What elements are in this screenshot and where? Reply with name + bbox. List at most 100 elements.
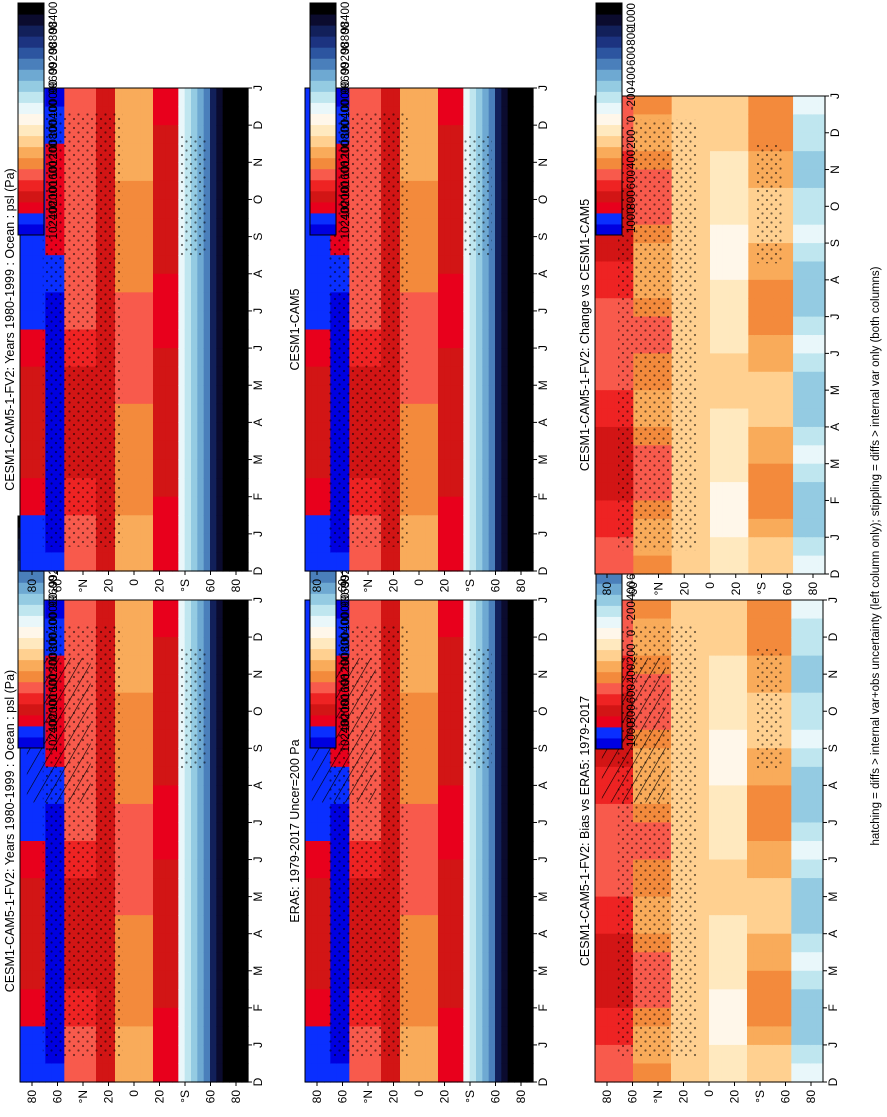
- heatmap-cell: [153, 274, 160, 293]
- heatmap-cell: [438, 952, 445, 971]
- heatmap-cell: [223, 88, 230, 107]
- heatmap-cell: [791, 841, 798, 860]
- heatmap-cell: [185, 107, 192, 126]
- heatmap-cell: [766, 860, 773, 879]
- heatmap-cell: [495, 674, 502, 693]
- heatmap-cell: [210, 348, 217, 367]
- heatmap-cell: [419, 404, 426, 423]
- heatmap-cell: [147, 497, 154, 516]
- heatmap-cell: [197, 348, 204, 367]
- heatmap-cell: [722, 952, 729, 971]
- heatmap-cell: [26, 515, 33, 534]
- heatmap-cell: [235, 711, 242, 730]
- heatmap-cell: [318, 348, 325, 367]
- heatmap-cell: [495, 915, 502, 934]
- y-tick-label: 60: [51, 579, 65, 593]
- heatmap-cell: [501, 1063, 508, 1082]
- heatmap-cell: [741, 841, 748, 860]
- heatmap-cell: [210, 934, 217, 953]
- heatmap-cell: [520, 785, 527, 804]
- heatmap-cell: [753, 841, 760, 860]
- heatmap-cell: [153, 619, 160, 638]
- heatmap-cell: [216, 674, 223, 693]
- heatmap-cell: [229, 804, 236, 823]
- heatmap-cell: [470, 404, 477, 423]
- heatmap-cell: [741, 934, 748, 953]
- heatmap-cell: [476, 422, 483, 441]
- heatmap-cell: [501, 441, 508, 460]
- heatmap-cell: [520, 292, 527, 311]
- heatmap-cell: [235, 460, 242, 479]
- heatmap-cell: [457, 311, 464, 330]
- heatmap-cell: [451, 367, 458, 386]
- heatmap-cell: [172, 422, 179, 441]
- heatmap-cell: [438, 125, 445, 144]
- heatmap-cell: [804, 656, 811, 675]
- heatmap-cell: [703, 971, 710, 990]
- heatmap-cell: [495, 385, 502, 404]
- heatmap-cell: [172, 237, 179, 256]
- heatmap-cell: [728, 952, 735, 971]
- heatmap-cell: [457, 934, 464, 953]
- heatmap-cell: [432, 952, 439, 971]
- heatmap-cell: [608, 1063, 615, 1082]
- heatmap-cell: [785, 804, 792, 823]
- heatmap-cell: [514, 144, 521, 163]
- heatmap-cell: [520, 711, 527, 730]
- heatmap-cell: [318, 292, 325, 311]
- heatmap-cell: [128, 125, 135, 144]
- heatmap-cell: [159, 860, 166, 879]
- heatmap-cell: [147, 637, 154, 656]
- heatmap-cell: [159, 534, 166, 553]
- heatmap-cell: [425, 1063, 432, 1082]
- heatmap-cell: [305, 1026, 312, 1045]
- heatmap-cell: [20, 767, 27, 786]
- x-tick-label: A: [251, 781, 265, 789]
- heatmap-cell: [520, 600, 527, 619]
- heatmap-cell: [134, 971, 141, 990]
- x-tick-label: J: [536, 531, 550, 537]
- heatmap-cell: [318, 255, 325, 274]
- heatmap-cell: [172, 674, 179, 693]
- heatmap-cell: [197, 274, 204, 293]
- heatmap-cell: [413, 367, 420, 386]
- heatmap-cell: [665, 600, 672, 619]
- heatmap-cell: [791, 600, 798, 619]
- heatmap-cell: [791, 989, 798, 1008]
- colorbar-swatch: [310, 36, 336, 48]
- heatmap-cell: [728, 878, 735, 897]
- heatmap-cell: [463, 934, 470, 953]
- heatmap-cell: [147, 422, 154, 441]
- heatmap-cell: [140, 515, 147, 534]
- heatmap-cell: [703, 785, 710, 804]
- heatmap-cell: [223, 711, 230, 730]
- colorbar-swatch: [310, 704, 336, 716]
- heatmap-cell: [33, 552, 40, 571]
- heatmap-cell: [457, 534, 464, 553]
- heatmap-cell: [741, 915, 748, 934]
- heatmap-cell: [140, 218, 147, 237]
- heatmap-cell: [508, 534, 515, 553]
- heatmap-cell: [172, 144, 179, 163]
- heatmap-cell: [451, 822, 458, 841]
- heatmap-cell: [715, 841, 722, 860]
- heatmap-cell: [147, 162, 154, 181]
- x-tick-label: M: [251, 380, 265, 390]
- heatmap-cell: [191, 600, 198, 619]
- heatmap-cell: [779, 915, 786, 934]
- heatmap-cell: [451, 552, 458, 571]
- heatmap-cell: [235, 1008, 242, 1027]
- heatmap-cell: [696, 600, 703, 619]
- heatmap-cell: [153, 255, 160, 274]
- heatmap-cell: [734, 822, 741, 841]
- heatmap-cell: [425, 637, 432, 656]
- heatmap-cell: [508, 1026, 515, 1045]
- heatmap-cell: [501, 515, 508, 534]
- heatmap-cell: [153, 181, 160, 200]
- heatmap-cell: [495, 934, 502, 953]
- heatmap-cell: [810, 989, 817, 1008]
- heatmap-cell: [166, 274, 173, 293]
- heatmap-cell: [425, 255, 432, 274]
- heatmap-cell: [501, 989, 508, 1008]
- heatmap-cell: [432, 878, 439, 897]
